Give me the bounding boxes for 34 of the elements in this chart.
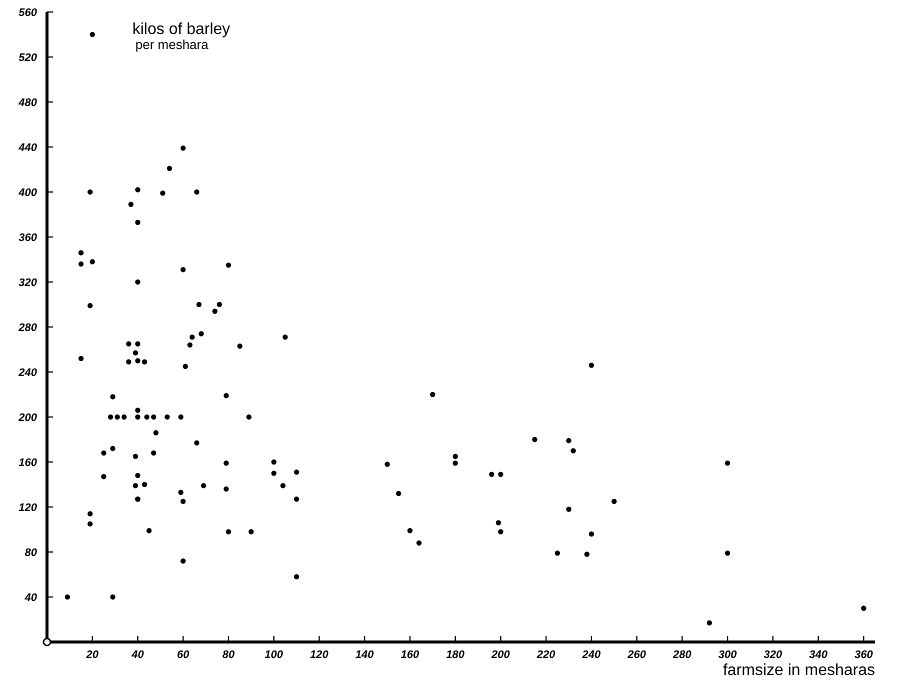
- x-tick-label: 280: [672, 649, 692, 661]
- y-tick-label: 280: [18, 322, 38, 334]
- x-tick-label: 300: [718, 649, 738, 661]
- y-tick-label: 160: [18, 456, 38, 469]
- y-tick-label: 440: [18, 142, 38, 154]
- y-tick-label: 40: [24, 592, 38, 604]
- x-tick-label: 160: [400, 649, 420, 661]
- y-tick-label: 80: [24, 546, 38, 559]
- x-tick-label: 340: [809, 649, 828, 661]
- y-tick-label: 560: [18, 6, 38, 19]
- x-tick-label: 360: [854, 649, 874, 661]
- x-tick-label: 180: [446, 649, 466, 661]
- x-tick-label: 220: [536, 649, 556, 661]
- x-tick-label: 260: [626, 649, 647, 661]
- y-tick-label: 320: [18, 276, 38, 289]
- x-tick-label: 240: [581, 649, 602, 661]
- x-tick-label: 40: [130, 649, 145, 661]
- y-tick-label: 520: [18, 52, 38, 64]
- y-tick-label: 360: [18, 232, 38, 244]
- x-tick-label: 120: [310, 649, 330, 661]
- y-tick-label: 200: [18, 412, 38, 424]
- x-axis-title: farmsize in mesharas: [722, 662, 875, 679]
- y-tick-label: 400: [18, 186, 38, 199]
- x-tick-label: 20: [85, 649, 100, 661]
- x-tick-label: 200: [490, 649, 511, 661]
- y-tick-label: 120: [18, 502, 38, 514]
- y-tick-label: 240: [18, 366, 38, 379]
- x-tick-label: 100: [264, 649, 284, 661]
- x-tick-label: 320: [764, 649, 783, 661]
- x-tick-label: 60: [176, 649, 190, 661]
- y-axis-title: kilos of barley per meshara: [132, 21, 230, 52]
- x-tick-label: 80: [222, 649, 236, 661]
- x-tick-label: 140: [355, 649, 375, 661]
- y-tick-label: 480: [18, 96, 38, 109]
